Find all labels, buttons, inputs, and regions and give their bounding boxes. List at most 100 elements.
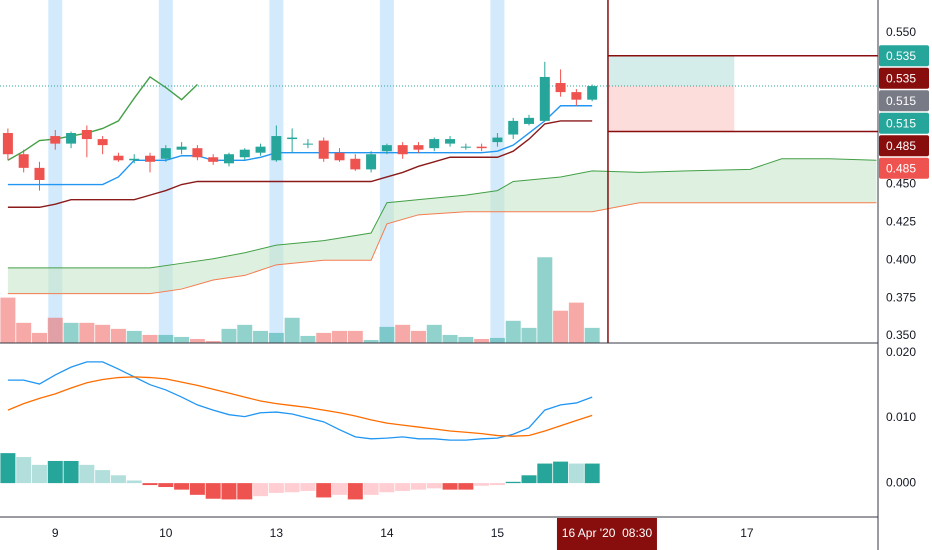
volume-bar: [553, 310, 569, 343]
histogram-bar: [553, 461, 569, 484]
price-tag-label: 0.485: [886, 139, 916, 153]
volume-bar: [110, 328, 126, 343]
histogram-bar: [110, 475, 126, 484]
candle-body: [192, 148, 203, 158]
volume-bar: [505, 320, 521, 343]
plot: [0, 0, 878, 500]
position-stop-zone: [607, 86, 735, 132]
histogram-bar: [521, 475, 537, 484]
volume-bar: [268, 332, 284, 343]
candle-body: [524, 117, 535, 124]
candle-body: [508, 120, 519, 135]
volume-bar: [521, 327, 537, 343]
histogram-bar: [268, 483, 284, 493]
volume-bar: [95, 324, 111, 343]
volume-bar: [221, 328, 237, 343]
candle-body: [287, 137, 298, 140]
x-tick-label: 9: [52, 526, 59, 540]
volume-bar: [126, 330, 142, 343]
histogram-bar: [442, 483, 458, 490]
candle-body: [587, 86, 598, 100]
histogram-bar: [363, 483, 379, 495]
histogram-bar: [142, 483, 158, 486]
histogram-bar: [237, 483, 253, 500]
candle-body: [571, 92, 582, 100]
histogram-bar: [47, 460, 63, 484]
histogram-bar: [568, 463, 584, 484]
histogram-bar: [63, 460, 79, 484]
candle-body: [318, 140, 329, 159]
price-tag: [879, 135, 929, 157]
candle-body: [34, 167, 45, 180]
candle-body: [208, 157, 219, 162]
y-tick-label: 0.010: [886, 410, 916, 424]
histogram-bar: [316, 483, 332, 498]
candle-body: [81, 129, 92, 140]
volume-bar: [142, 334, 158, 343]
candle-body: [366, 154, 377, 170]
volume-bar: [63, 322, 79, 343]
indicator-line: [7, 105, 593, 186]
candle-body: [445, 139, 456, 144]
candle-body: [476, 146, 487, 149]
candle-body: [334, 152, 345, 161]
y-tick-label: 0.375: [886, 290, 916, 304]
x-tick-label: 13: [270, 526, 284, 540]
histogram-bar: [426, 483, 442, 489]
y-tick-label: 0.425: [886, 215, 916, 229]
histogram-bar: [205, 483, 221, 499]
session-band: [269, 0, 284, 343]
candle-body: [381, 145, 392, 152]
histogram-bar: [95, 470, 111, 484]
x-tick-label: 17: [740, 526, 754, 540]
volume-bar: [189, 338, 205, 343]
candle-body: [460, 146, 471, 148]
volume-bar: [347, 330, 363, 343]
candle-body: [223, 154, 234, 164]
candle-body: [429, 139, 440, 149]
price-tag-label: 0.535: [886, 71, 916, 85]
histogram-bar: [379, 483, 395, 493]
candle-body: [555, 83, 566, 93]
cloud-span-a: [7, 158, 877, 269]
histogram-bar: [221, 483, 237, 500]
histogram-bar: [284, 483, 300, 493]
volume-bar: [300, 335, 316, 343]
candle-body: [350, 158, 361, 170]
session-band: [379, 0, 394, 343]
histogram-bar: [158, 483, 174, 488]
volume-bar: [158, 334, 174, 343]
candle-body: [50, 136, 61, 144]
volume-bar: [31, 332, 47, 343]
candle-body: [413, 145, 424, 150]
volume-bar: [205, 340, 221, 343]
candle-body: [271, 136, 282, 161]
histogram-bar: [474, 483, 490, 486]
histogram-bar: [253, 483, 269, 497]
volume-bar: [79, 322, 95, 343]
candle-body: [2, 133, 13, 155]
volume-bar: [489, 337, 505, 343]
y-tick-label: 0.550: [886, 25, 916, 39]
histogram-bar: [458, 483, 474, 490]
volume-bar: [410, 330, 426, 343]
volume-bar: [395, 324, 411, 343]
price-tag-label: 0.535: [886, 49, 916, 63]
candle-body: [113, 155, 124, 161]
macd-line: [7, 361, 593, 441]
candle-body: [97, 139, 108, 146]
histogram-bar: [489, 483, 505, 486]
candle-body: [160, 148, 171, 159]
histogram-bar: [126, 480, 142, 484]
histogram-bar: [189, 483, 205, 495]
cloud-span-b: [7, 202, 877, 295]
volume-bar: [363, 339, 379, 343]
price-tag: [879, 90, 929, 112]
volume-bar: [253, 330, 269, 343]
histogram-bar: [300, 483, 316, 491]
candle-body: [397, 145, 408, 155]
volume-bar: [332, 330, 348, 343]
candle-body: [255, 146, 266, 153]
price-tag: [879, 67, 929, 89]
